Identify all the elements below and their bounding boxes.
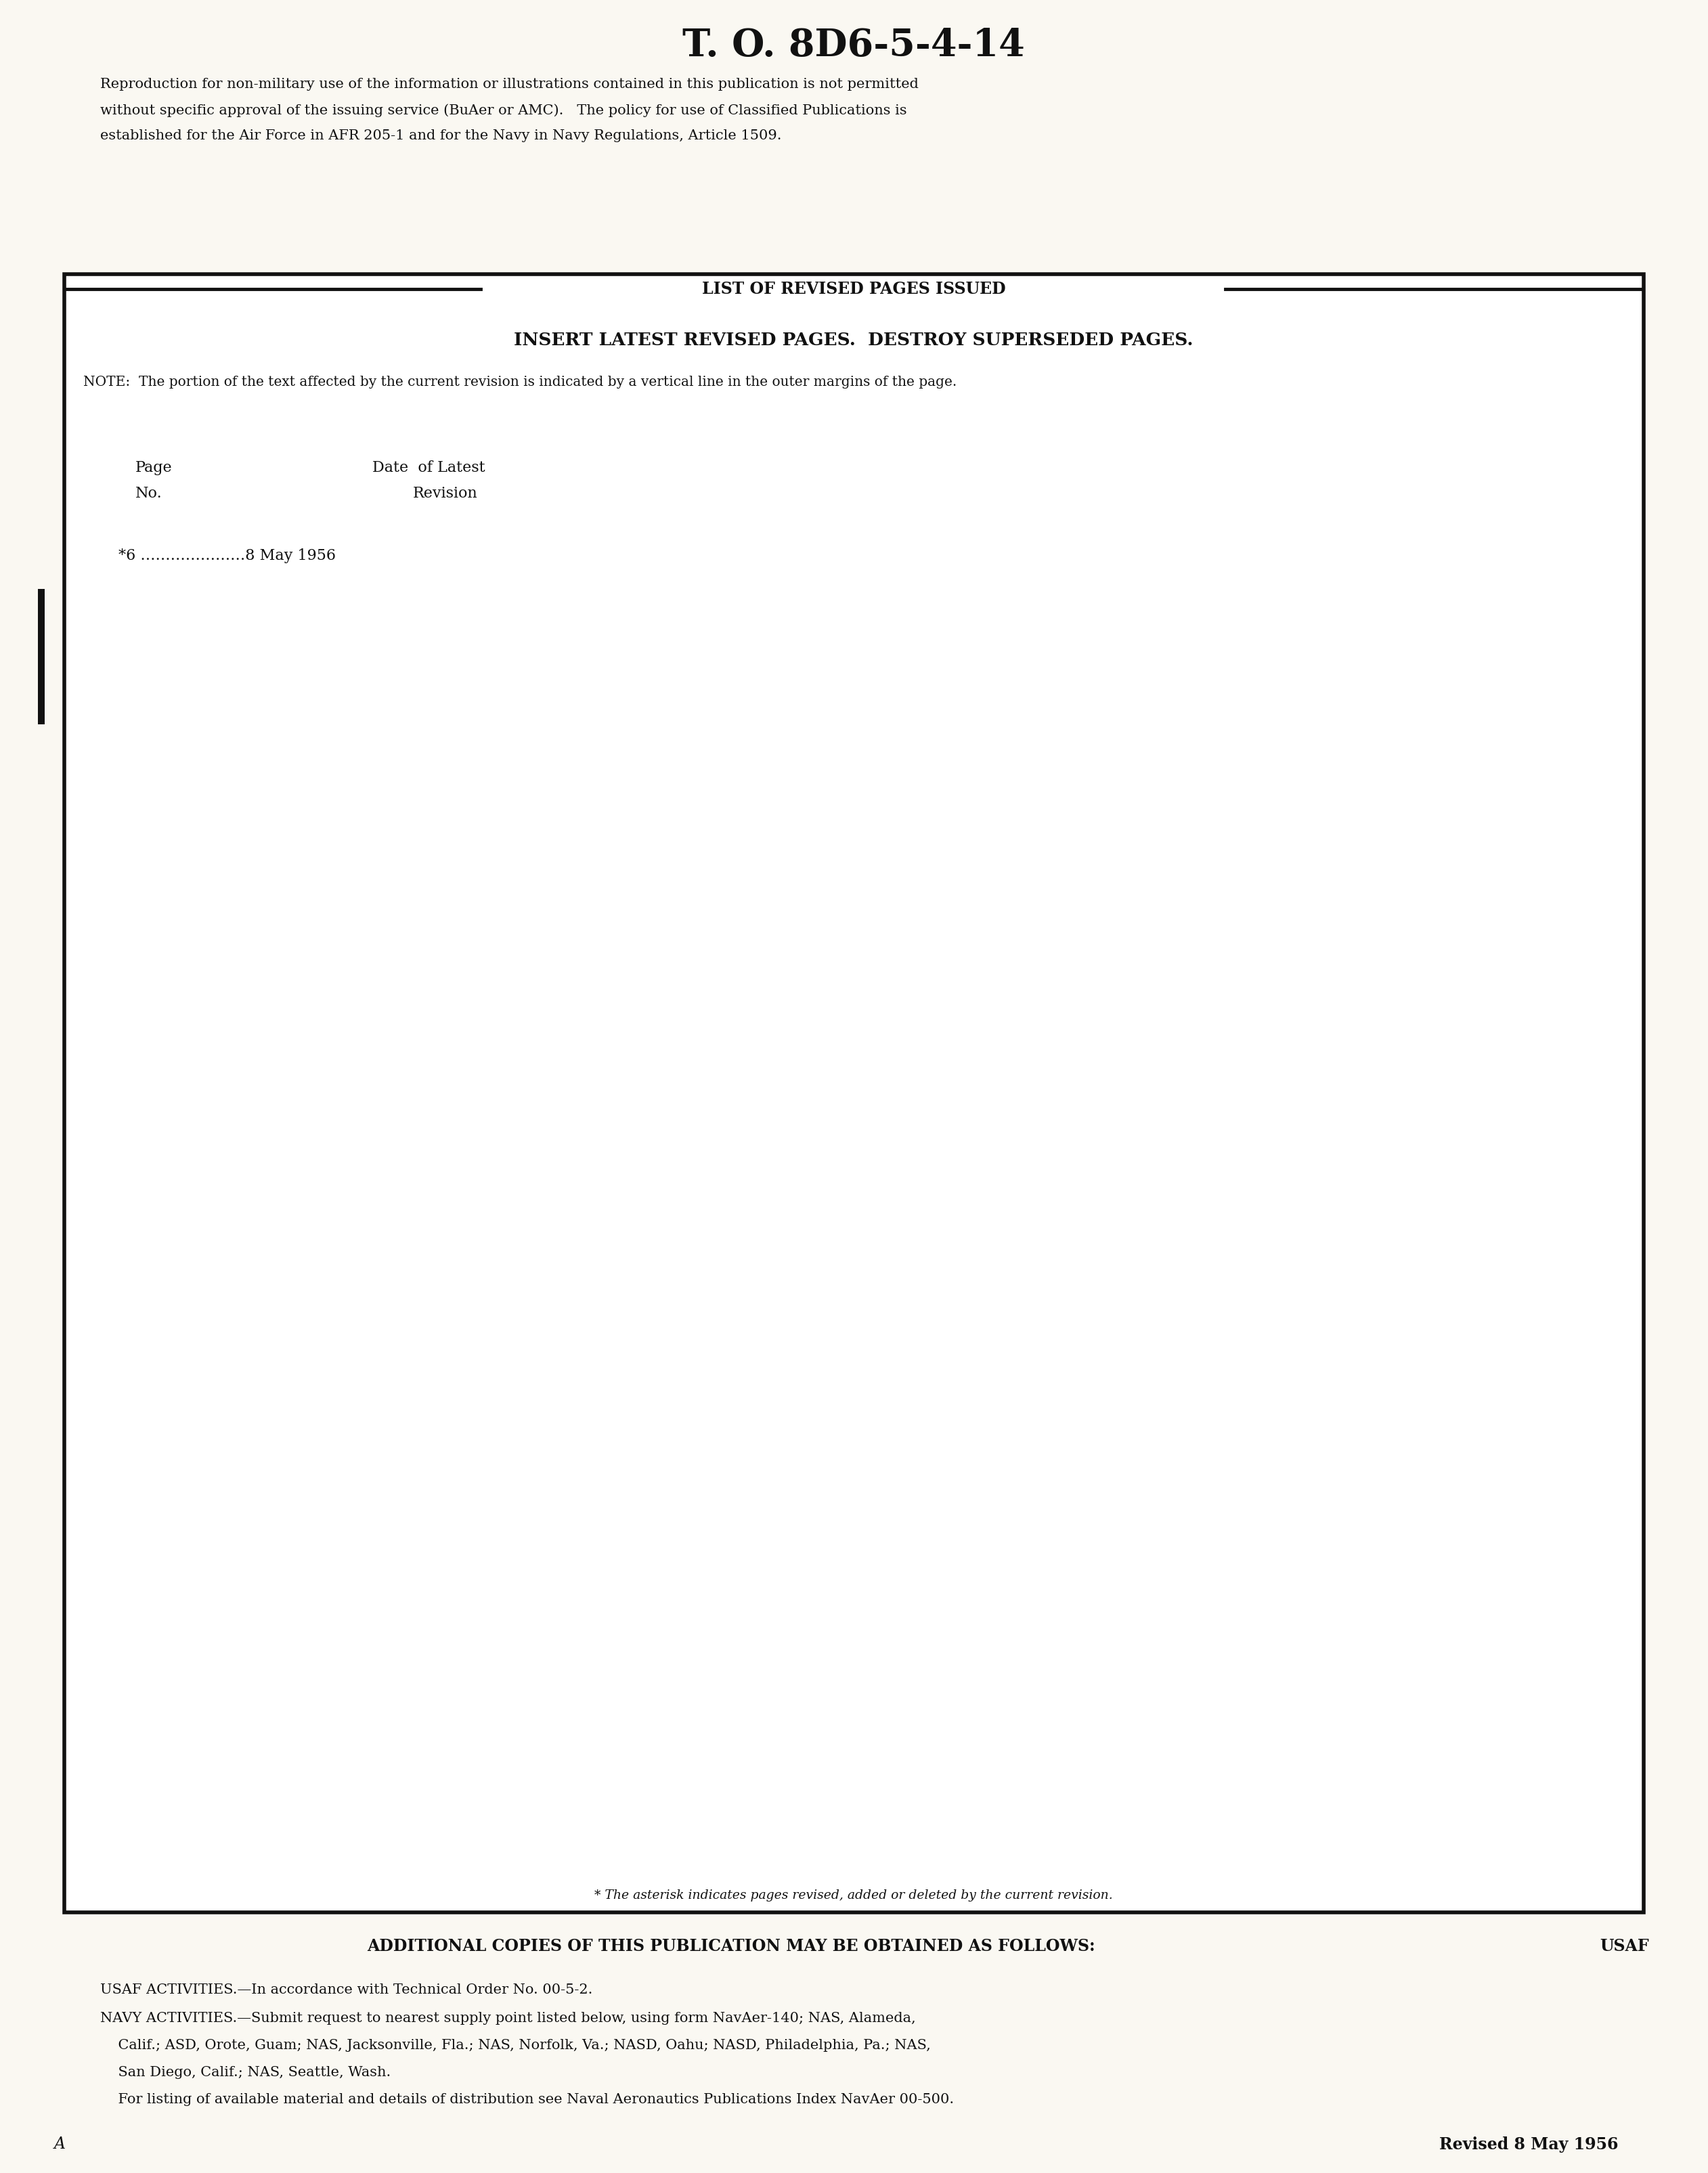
Text: USAF: USAF <box>1600 1938 1650 1954</box>
Text: Revision: Revision <box>413 487 478 502</box>
Text: San Diego, Calif.; NAS, Seattle, Wash.: San Diego, Calif.; NAS, Seattle, Wash. <box>101 2067 391 2080</box>
Text: Revised 8 May 1956: Revised 8 May 1956 <box>1438 2136 1617 2153</box>
Text: No.: No. <box>135 487 162 502</box>
Text: ADDITIONAL COPIES OF THIS PUBLICATION MAY BE OBTAINED AS FOLLOWS:: ADDITIONAL COPIES OF THIS PUBLICATION MA… <box>367 1938 1095 1954</box>
Text: Reproduction for non-military use of the information or illustrations contained : Reproduction for non-military use of the… <box>101 78 919 91</box>
Text: LIST OF REVISED PAGES ISSUED: LIST OF REVISED PAGES ISSUED <box>702 280 1006 298</box>
Text: Date  of Latest: Date of Latest <box>372 461 485 476</box>
Text: NAVY ACTIVITIES.—Submit request to nearest supply point listed below, using form: NAVY ACTIVITIES.—Submit request to neare… <box>101 2012 915 2025</box>
Bar <box>38 589 44 724</box>
Text: Page: Page <box>135 461 173 476</box>
Bar <box>65 274 1643 1912</box>
Text: For listing of available material and details of distribution see Naval Aeronaut: For listing of available material and de… <box>101 2093 955 2106</box>
Text: NOTE:  The portion of the text affected by the current revision is indicated by : NOTE: The portion of the text affected b… <box>84 376 956 389</box>
Text: *6 …………………8 May 1956: *6 …………………8 May 1956 <box>118 548 336 563</box>
Text: INSERT LATEST REVISED PAGES.  DESTROY SUPERSEDED PAGES.: INSERT LATEST REVISED PAGES. DESTROY SUP… <box>514 330 1194 348</box>
Text: without specific approval of the issuing service (BuAer or AMC).   The policy fo: without specific approval of the issuing… <box>101 104 907 117</box>
Text: * The asterisk indicates pages revised, added or deleted by the current revision: * The asterisk indicates pages revised, … <box>594 1888 1114 1901</box>
Text: USAF ACTIVITIES.—In accordance with Technical Order No. 00-5-2.: USAF ACTIVITIES.—In accordance with Tech… <box>101 1984 593 1997</box>
Text: T. O. 8D6-5-4-14: T. O. 8D6-5-4-14 <box>683 28 1025 65</box>
Text: Calif.; ASD, Orote, Guam; NAS, Jacksonville, Fla.; NAS, Norfolk, Va.; NASD, Oahu: Calif.; ASD, Orote, Guam; NAS, Jacksonvi… <box>101 2038 931 2051</box>
Text: A: A <box>55 2136 65 2151</box>
Text: established for the Air Force in AFR 205-1 and for the Navy in Navy Regulations,: established for the Air Force in AFR 205… <box>101 130 782 141</box>
